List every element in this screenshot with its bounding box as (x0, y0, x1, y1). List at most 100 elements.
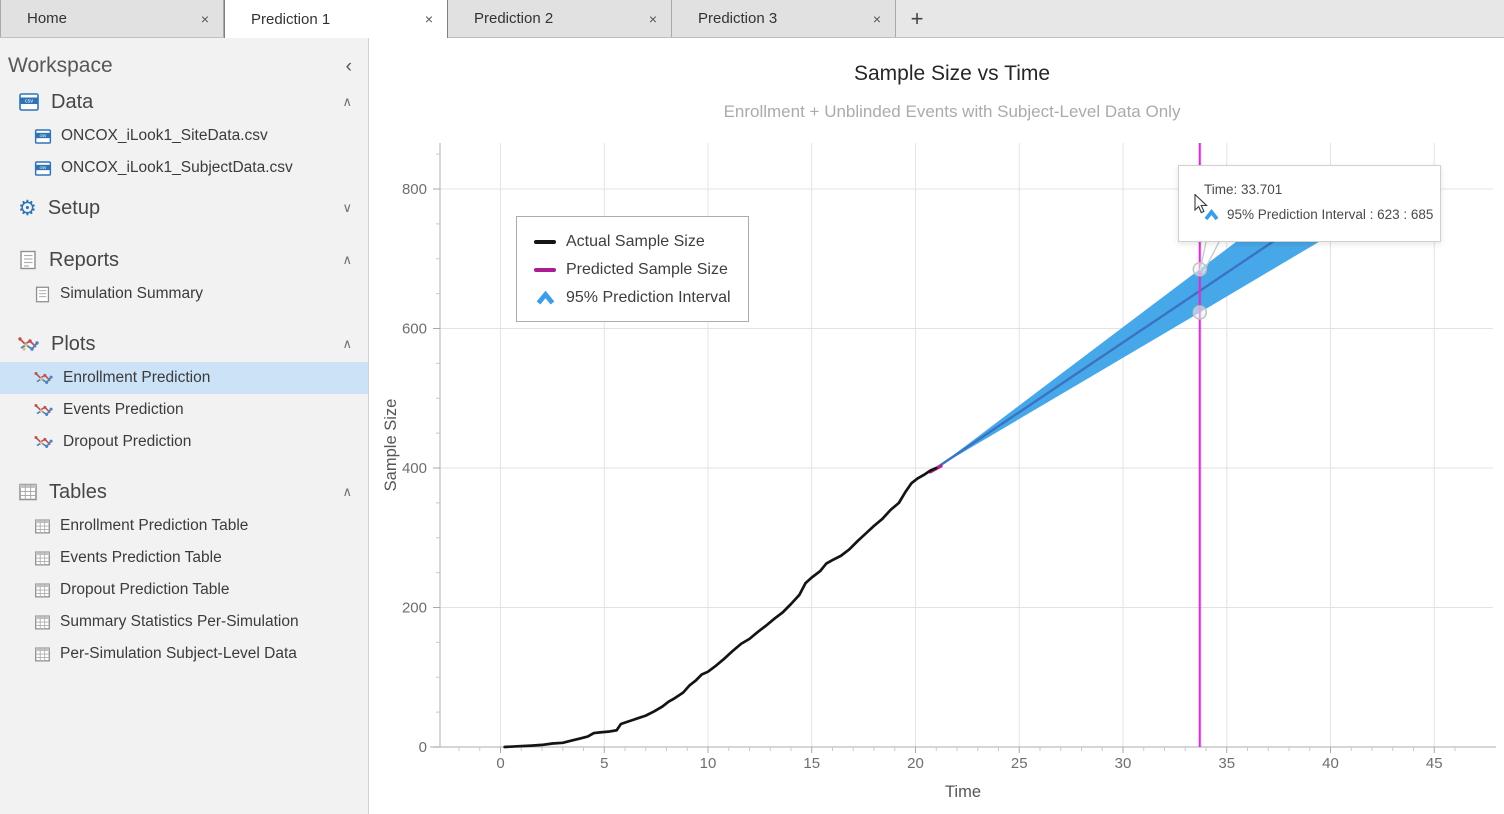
sidebar-item-events-prediction-table[interactable]: Events Prediction Table (0, 542, 368, 574)
sidebar-item-label: Dropout Prediction Table (60, 581, 230, 598)
table-icon (34, 582, 51, 599)
legend-label: Predicted Sample Size (566, 261, 728, 278)
section-header-reports[interactable]: Reports ∧ (0, 242, 368, 278)
svg-text:25: 25 (1011, 755, 1028, 772)
sidebar-item-oncox-ilook1-sitedata-csv[interactable]: csv ONCOX_iLook1_SiteData.csv (0, 120, 368, 152)
svg-text:Time: Time (945, 783, 981, 801)
svg-text:15: 15 (803, 755, 820, 772)
table-icon (34, 614, 51, 631)
sidebar-item-label: ONCOX_iLook1_SiteData.csv (61, 127, 268, 144)
sidebar-item-label: Enrollment Prediction (63, 369, 211, 386)
new-tab-button[interactable]: + (910, 5, 924, 31)
sidebar-item-label: Summary Statistics Per-Simulation (60, 613, 299, 630)
tab-prediction-2[interactable]: Prediction 2 × (448, 0, 672, 37)
svg-text:5: 5 (600, 755, 608, 772)
gear-icon: ⚙ (18, 196, 37, 220)
chevron-down-icon[interactable]: ∨ (342, 200, 352, 215)
close-icon[interactable]: × (872, 10, 881, 27)
svg-text:csv: csv (40, 165, 48, 170)
chart-legend: Actual Sample Size Predicted Sample Size… (516, 216, 749, 322)
tab-bar: Home × Prediction 1 × Prediction 2 × Pre… (0, 0, 1504, 38)
svg-text:200: 200 (402, 600, 427, 617)
svg-text:Sample Size: Sample Size (382, 399, 400, 492)
chevron-up-icon[interactable]: ∧ (342, 94, 352, 109)
csv-icon: csv (18, 92, 40, 112)
csv-icon: csv (34, 128, 52, 145)
sidebar-item-oncox-ilook1-subjectdata-csv[interactable]: csv ONCOX_iLook1_SubjectData.csv (0, 152, 368, 184)
svg-text:35: 35 (1218, 755, 1235, 772)
sidebar-item-label: Simulation Summary (60, 285, 203, 302)
sidebar-item-simulation-summary[interactable]: Simulation Summary (0, 278, 368, 310)
sidebar-item-dropout-prediction[interactable]: Dropout Prediction (0, 426, 368, 458)
chevron-up-icon[interactable]: ∧ (342, 484, 352, 499)
section-label: Plots (51, 332, 96, 355)
table-icon (18, 482, 38, 502)
tab-home[interactable]: Home × (0, 0, 224, 37)
sidebar-item-per-simulation-subject-level-data[interactable]: Per-Simulation Subject-Level Data (0, 638, 368, 670)
sidebar-item-label: Enrollment Prediction Table (60, 517, 249, 534)
tab-label: Prediction 2 (474, 10, 554, 27)
sidebar-item-label: Events Prediction Table (60, 549, 222, 566)
chevron-up-icon[interactable]: ∧ (342, 252, 352, 267)
csv-icon: csv (34, 160, 52, 177)
svg-text:0: 0 (496, 755, 504, 772)
legend-label: 95% Prediction Interval (566, 289, 731, 306)
plot-icon (18, 335, 40, 353)
caret-up-icon (534, 290, 556, 306)
sidebar-item-events-prediction[interactable]: Events Prediction (0, 394, 368, 426)
svg-text:400: 400 (402, 460, 427, 477)
svg-text:45: 45 (1426, 755, 1443, 772)
collapse-sidebar-icon[interactable]: ‹ (345, 55, 352, 77)
sidebar-item-label: Per-Simulation Subject-Level Data (60, 645, 297, 662)
close-icon[interactable]: × (200, 10, 209, 27)
close-icon[interactable]: × (648, 10, 657, 27)
legend-item-actual: Actual Sample Size (534, 228, 738, 256)
svg-text:40: 40 (1322, 755, 1339, 772)
tooltip-time: Time: 33.701 (1204, 182, 1283, 197)
svg-text:10: 10 (700, 755, 717, 772)
caret-up-icon (1204, 208, 1219, 221)
chart-panel: 0 5 10 15 20 25 30 35 40 45 0 200 400 600 800 Time Sampl… (370, 38, 1504, 814)
sidebar-item-enrollment-prediction-table[interactable]: Enrollment Prediction Table (0, 510, 368, 542)
tab-prediction-3[interactable]: Prediction 3 × (672, 0, 896, 37)
svg-text:30: 30 (1115, 755, 1132, 772)
tooltip-interval: 95% Prediction Interval : 623 : 685 (1227, 207, 1434, 222)
table-icon (34, 518, 51, 535)
svg-text:20: 20 (907, 755, 924, 772)
sidebar-item-label: Events Prediction (63, 401, 184, 418)
tab-label: Home (27, 10, 68, 27)
section-header-plots[interactable]: Plots ∧ (0, 326, 368, 362)
enrollment-prediction-plot[interactable]: 0 5 10 15 20 25 30 35 40 45 0 200 400 600 800 Time Sampl… (370, 38, 1504, 814)
section-label: Setup (47, 196, 101, 219)
report-icon (34, 286, 51, 303)
table-icon (34, 550, 51, 567)
legend-item-interval: 95% Prediction Interval (534, 284, 738, 312)
legend-item-predicted: Predicted Sample Size (534, 256, 738, 284)
sidebar-item-enrollment-prediction[interactable]: Enrollment Prediction (0, 362, 368, 394)
svg-text:600: 600 (402, 321, 427, 338)
section-header-setup[interactable]: ⚙ Setup ∨ (0, 190, 368, 226)
legend-line-swatch (534, 268, 556, 272)
mouse-cursor (1194, 193, 1209, 220)
tab-label: Prediction 3 (698, 10, 778, 27)
sidebar-item-dropout-prediction-table[interactable]: Dropout Prediction Table (0, 574, 368, 606)
legend-label: Actual Sample Size (566, 233, 705, 250)
chevron-up-icon[interactable]: ∧ (342, 336, 352, 351)
sidebar-item-summary-statistics-per-simulation[interactable]: Summary Statistics Per-Simulation (0, 606, 368, 638)
report-icon (18, 250, 38, 270)
section-label: Tables (49, 480, 107, 503)
legend-line-swatch (534, 240, 556, 244)
svg-text:csv: csv (25, 99, 34, 105)
section-header-tables[interactable]: Tables ∧ (0, 474, 368, 510)
sidebar-item-label: ONCOX_iLook1_SubjectData.csv (61, 159, 293, 176)
svg-text:0: 0 (419, 739, 427, 756)
plot-icon (34, 434, 54, 450)
chart-tooltip: Time: 33.701 95% Prediction Interval : 6… (1178, 165, 1441, 242)
section-label: Reports (49, 248, 120, 271)
section-header-data[interactable]: csv Data ∧ (0, 84, 368, 120)
workspace-title: Workspace (8, 54, 113, 77)
plot-icon (34, 370, 54, 386)
close-icon[interactable]: × (424, 11, 433, 27)
tab-prediction-1[interactable]: Prediction 1 × (224, 0, 448, 38)
workspace-sidebar: Workspace ‹ csv Data ∧ csv ONCOX_iLook1_S… (0, 38, 369, 814)
